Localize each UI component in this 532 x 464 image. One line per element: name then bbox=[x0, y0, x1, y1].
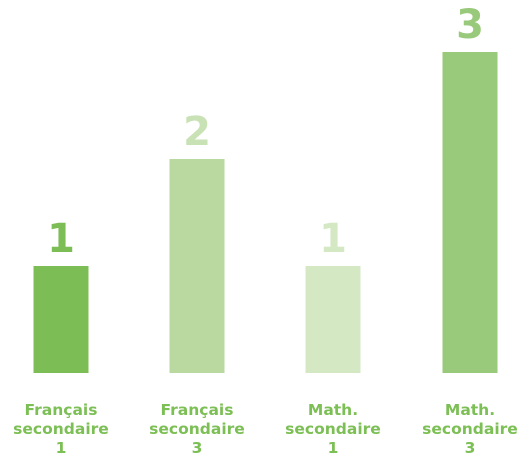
category-label-line: secondaire bbox=[13, 420, 109, 438]
data-label-4: 3 bbox=[456, 2, 484, 48]
bars-group bbox=[33, 52, 498, 373]
category-label-4: Math. secondaire 3 bbox=[422, 401, 518, 457]
category-label-line: 3 bbox=[465, 439, 476, 457]
category-label-line: 1 bbox=[328, 439, 339, 457]
bar-1 bbox=[33, 266, 89, 373]
value-labels-group: 1 2 1 3 bbox=[47, 2, 484, 262]
category-label-line: secondaire bbox=[422, 420, 518, 438]
category-label-3: Math. secondaire 1 bbox=[285, 401, 381, 457]
category-label-line: Math. bbox=[308, 401, 358, 419]
category-label-line: Français bbox=[25, 401, 98, 419]
data-label-1: 1 bbox=[47, 216, 75, 262]
bar-4 bbox=[442, 52, 498, 373]
bar-3 bbox=[305, 266, 361, 373]
category-label-line: secondaire bbox=[285, 420, 381, 438]
data-label-2: 2 bbox=[183, 109, 211, 155]
category-label-line: secondaire bbox=[149, 420, 245, 438]
category-label-line: 1 bbox=[56, 439, 67, 457]
category-label-line: Math. bbox=[445, 401, 495, 419]
category-label-line: Français bbox=[161, 401, 234, 419]
bar-2 bbox=[169, 159, 225, 373]
category-label-line: 3 bbox=[192, 439, 203, 457]
category-label-2: Français secondaire 3 bbox=[149, 401, 245, 457]
data-label-3: 1 bbox=[319, 216, 347, 262]
category-label-1: Français secondaire 1 bbox=[13, 401, 109, 457]
